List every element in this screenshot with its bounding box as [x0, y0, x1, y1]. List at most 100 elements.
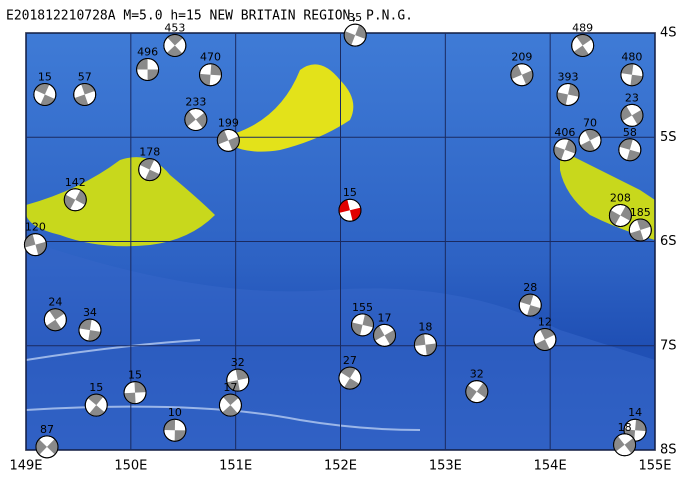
beachball	[216, 128, 240, 152]
depth-label: 23	[625, 91, 639, 104]
beachball-quadrant	[414, 333, 426, 347]
beachball-quadrant	[49, 308, 65, 320]
depth-label: 10	[168, 406, 182, 419]
beachball-quadrant	[624, 438, 636, 454]
contour	[26, 339, 421, 431]
beachball-outline	[556, 83, 580, 107]
beachball	[23, 233, 47, 257]
beachball-quadrant	[64, 194, 76, 210]
depth-label: 393	[557, 71, 578, 84]
depth-label: 209	[511, 51, 532, 64]
depth-label: 155	[352, 301, 373, 314]
depth-label: 34	[83, 306, 97, 319]
beachball-quadrant	[174, 430, 186, 442]
depth-label: 199	[218, 116, 239, 129]
y-tick-label: 7S	[660, 338, 677, 353]
depth-label: 32	[470, 368, 484, 381]
beachball-outline	[620, 63, 644, 87]
beachball-outline	[23, 233, 47, 257]
beachball-outline	[373, 323, 397, 347]
beachball-quadrant	[465, 385, 477, 401]
beachball	[338, 366, 362, 390]
depth-label: 32	[231, 356, 245, 369]
depth-label: 28	[523, 281, 537, 294]
beachball-quadrant	[235, 369, 249, 381]
depth-label: 142	[65, 176, 86, 189]
depth-label: 185	[630, 206, 651, 219]
beachball	[533, 327, 557, 351]
beachball-outline	[620, 103, 644, 127]
beachball	[413, 333, 437, 357]
depth-label: 57	[78, 71, 92, 84]
beachball	[620, 63, 644, 87]
beachball-quadrant	[46, 319, 62, 331]
beachball-quadrant	[166, 45, 183, 57]
depth-label: 15	[38, 71, 52, 84]
beachball-quadrant	[338, 199, 350, 213]
beachball-outline	[618, 138, 642, 162]
beachball-quadrant	[585, 129, 600, 141]
beachball	[618, 138, 642, 162]
x-tick-label: 152E	[324, 459, 357, 474]
beachball-outline	[199, 63, 223, 87]
beachball-quadrant	[620, 205, 632, 221]
depth-label: 18	[618, 421, 632, 434]
beachball-quadrant	[195, 112, 207, 129]
beachball	[571, 34, 595, 58]
beachball-quadrant	[147, 69, 159, 81]
beachball-quadrant	[351, 322, 363, 336]
beachball-quadrant	[621, 63, 634, 75]
beachball	[518, 293, 542, 317]
depth-label: 453	[164, 22, 185, 35]
beachball-outline	[613, 433, 637, 457]
depth-label: 27	[343, 354, 357, 367]
beachball	[138, 158, 162, 182]
beachball	[578, 128, 602, 152]
beachball-quadrant	[88, 330, 101, 342]
beachball-quadrant	[540, 328, 555, 340]
beachball-quadrant	[573, 45, 589, 57]
beachball-outline	[578, 128, 602, 152]
beachball-outline	[84, 393, 108, 417]
beachball	[608, 203, 632, 227]
depth-label: 18	[418, 321, 432, 334]
beachball-quadrant	[576, 34, 592, 46]
beachball-quadrant	[349, 207, 361, 221]
depth-label: 15	[89, 381, 103, 394]
x-tick-label: 151E	[219, 459, 252, 474]
beachball	[553, 138, 577, 162]
depth-label: 17	[223, 381, 237, 394]
beachball-quadrant	[89, 405, 105, 417]
beachball-outline	[63, 188, 87, 212]
depth-label: 35	[348, 11, 362, 24]
y-tick-label: 5S	[660, 130, 677, 145]
beachball-quadrant	[139, 158, 155, 170]
x-tick-label: 153E	[429, 459, 462, 474]
beachball-outline	[226, 368, 250, 392]
y-tick-label: 6S	[660, 234, 677, 249]
beachball-quadrant	[340, 367, 356, 379]
depth-label: 496	[137, 45, 158, 58]
beachball	[163, 34, 187, 58]
beachball-quadrant	[373, 325, 385, 341]
beachball-outline	[78, 318, 102, 342]
beachball	[163, 418, 187, 442]
beachball-quadrant	[344, 378, 360, 390]
depth-label: 87	[40, 423, 54, 436]
beachball-outline	[510, 63, 534, 87]
beachball-outline	[343, 23, 367, 47]
beachball-quadrant	[223, 394, 239, 406]
beachball-outline	[138, 158, 162, 182]
beachball-outline	[35, 435, 59, 459]
beachball	[343, 23, 367, 47]
beachball	[218, 393, 242, 417]
beachball-quadrant	[630, 74, 643, 86]
beachball	[613, 433, 637, 457]
beachball	[465, 380, 489, 404]
depth-label: 14	[628, 406, 642, 419]
beachball-quadrant	[620, 105, 632, 122]
beachball	[78, 318, 102, 342]
x-tick-label: 155E	[638, 459, 671, 474]
beachball-outline	[33, 83, 57, 107]
